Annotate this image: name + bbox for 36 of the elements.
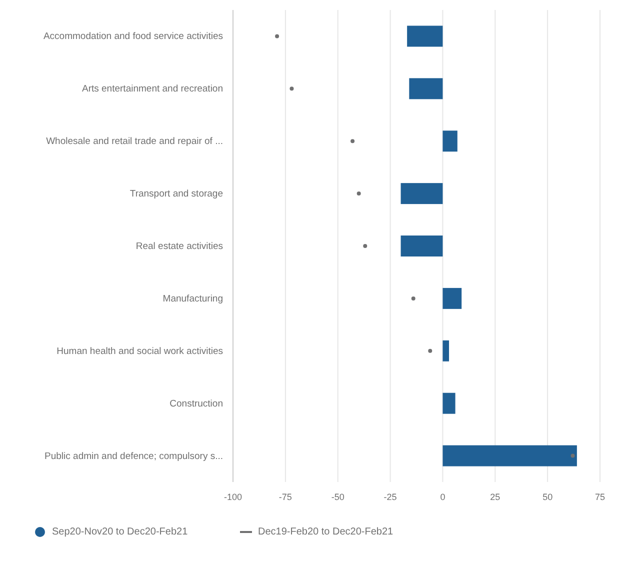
bar xyxy=(442,130,458,152)
bar xyxy=(400,183,443,204)
point xyxy=(275,34,280,38)
y-tick-label: Arts entertainment and recreation xyxy=(82,83,223,94)
point xyxy=(350,139,355,144)
x-tick-label: 50 xyxy=(542,492,553,502)
point xyxy=(363,244,368,248)
x-tick-label: 0 xyxy=(440,492,446,502)
bar xyxy=(442,340,450,362)
y-tick-label: Manufacturing xyxy=(162,292,223,304)
x-tick-label: -100 xyxy=(224,492,242,502)
y-tick-label: Construction xyxy=(170,398,223,409)
point xyxy=(290,86,294,91)
x-tick-label: 75 xyxy=(594,492,606,502)
legend-label: Sep20-Nov20 to Dec20-Feb21 xyxy=(52,526,188,538)
bar xyxy=(442,392,456,414)
point xyxy=(356,192,361,196)
y-tick-label: Human health and social work activities xyxy=(56,345,224,356)
y-tick-label: Accommodation and food service activities xyxy=(43,30,224,42)
y-tick-label: Wholesale and retail trade and repair of ... xyxy=(46,136,223,147)
y-tick-label: Real estate activities xyxy=(136,240,224,252)
legend-label: Dec19-Feb20 to Dec20-Feb21 xyxy=(258,526,394,538)
y-tick-label: Public admin and defence; compulsory s... xyxy=(44,450,223,462)
point xyxy=(570,454,575,458)
point xyxy=(411,296,416,300)
point xyxy=(428,348,432,353)
bar xyxy=(400,236,443,256)
bar xyxy=(407,26,443,47)
bar xyxy=(442,445,577,466)
x-tick-label: 25 xyxy=(490,492,500,502)
bar xyxy=(409,78,443,100)
y-tick-label: Transport and storage xyxy=(130,188,223,200)
bar xyxy=(442,288,462,309)
x-tick-label: -50 xyxy=(331,492,344,502)
x-tick-label: -25 xyxy=(384,492,397,502)
x-tick-label: -75 xyxy=(278,492,292,502)
